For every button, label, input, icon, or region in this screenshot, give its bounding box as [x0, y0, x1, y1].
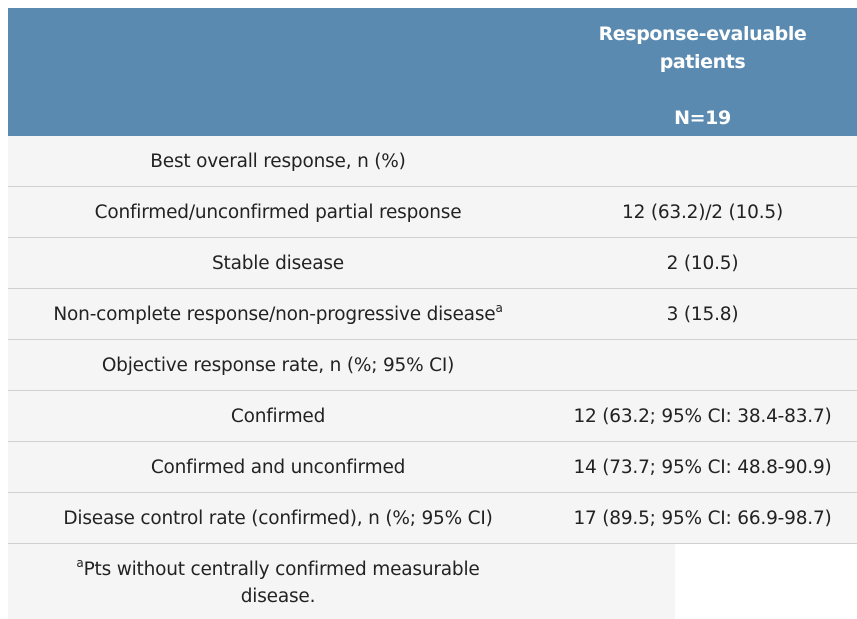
footnote-text: Pts without centrally confirmed measurab… [83, 559, 480, 607]
footnote-blank-cell [548, 544, 675, 619]
header-column-title: Response-evaluable patients N=19 [548, 8, 857, 136]
table-header: Response-evaluable patients N=19 [8, 8, 857, 136]
row-label: Stable disease [212, 252, 344, 274]
row-value: 2 (10.5) [666, 252, 739, 274]
row-label: Disease control rate (confirmed), n (%; … [63, 507, 493, 529]
table-footnote: aPts without centrally confirmed measura… [8, 544, 857, 619]
table-row: Confirmed/unconfirmed partial response 1… [8, 187, 857, 238]
results-table: Response-evaluable patients N=19 Best ov… [8, 8, 857, 619]
n-label: N=19 [674, 107, 731, 129]
row-value: 3 (15.8) [666, 303, 739, 325]
column-title-line1: Response-evaluable [598, 23, 807, 45]
footnote-marker: a [76, 556, 84, 570]
row-label: Confirmed and unconfirmed [150, 456, 406, 478]
table-row: Confirmed and unconfirmed 14 (73.7; 95% … [8, 442, 857, 493]
footnote-cell: aPts without centrally confirmed measura… [8, 544, 548, 619]
row-label: Confirmed [230, 405, 326, 427]
table-row: Confirmed 12 (63.2; 95% CI: 38.4-83.7) [8, 391, 857, 442]
row-label: Best overall response, n (%) [150, 150, 406, 172]
table-row: Stable disease 2 (10.5) [8, 238, 857, 289]
row-label: Non-complete response/non-progressive di… [53, 300, 503, 325]
row-label: Confirmed/unconfirmed partial response [94, 201, 462, 223]
column-title-line2: patients [659, 51, 746, 73]
row-label: Objective response rate, n (%; 95% CI) [101, 354, 455, 376]
footnote-marker: a [495, 300, 503, 315]
table-row: Non-complete response/non-progressive di… [8, 289, 857, 340]
table-row: Best overall response, n (%) [8, 136, 857, 187]
row-value: 12 (63.2)/2 (10.5) [622, 201, 783, 223]
table-row: Objective response rate, n (%; 95% CI) [8, 340, 857, 391]
header-blank-cell [8, 8, 548, 136]
row-value: 12 (63.2; 95% CI: 38.4-83.7) [573, 405, 832, 427]
row-value: 14 (73.7; 95% CI: 48.8-90.9) [573, 456, 832, 478]
table-row: Disease control rate (confirmed), n (%; … [8, 493, 857, 544]
row-value: 17 (89.5; 95% CI: 66.9-98.7) [573, 507, 832, 529]
